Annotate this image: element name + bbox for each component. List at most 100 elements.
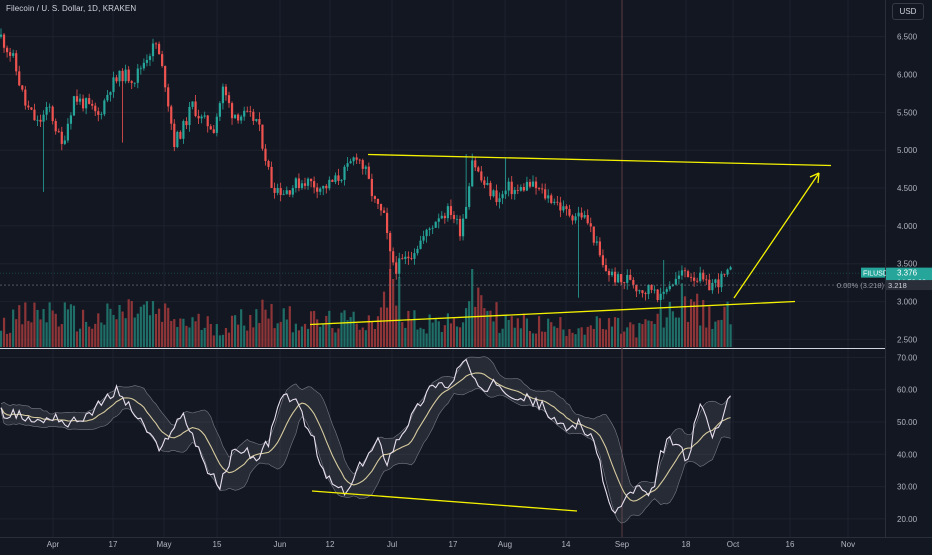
candle-body [468,186,471,207]
volume-bar [322,324,325,347]
candle-body [404,256,407,260]
candle-body [401,258,404,260]
volume-bar [358,329,361,347]
volume-bar [212,335,215,347]
candle-body [382,210,386,213]
candle-body [613,271,617,283]
candle-body [264,148,267,161]
volume-bar [63,302,66,347]
candle-body [258,119,261,125]
volume-bar [218,335,221,347]
candle-body [60,131,63,144]
currency-button[interactable]: USD [892,3,924,20]
volume-bar [69,304,73,347]
candle-body [294,178,297,189]
candle-body [668,286,671,290]
candle-body [617,274,620,283]
volume-bar [118,304,121,347]
candle-body [161,54,164,66]
volume-bar [309,311,313,347]
volume-bar [613,317,617,347]
candle-body [252,111,255,121]
volume-bar [288,306,291,347]
candle-body [255,119,258,121]
volume-bar [12,309,15,347]
volume-bar [127,299,130,347]
volume-bar [297,330,301,347]
volume-bar [188,327,191,347]
volume-bar [103,324,106,347]
symbol-price-tag [861,267,885,278]
candle-body [395,262,398,274]
volume-bar [693,301,696,347]
candle-body [705,279,708,281]
candle-body [352,157,355,162]
candle-body [525,181,529,191]
candle-body [556,201,559,203]
candle-body [194,101,197,116]
candle-body [686,271,690,278]
candle-body [683,270,687,272]
volume-bar [130,300,133,347]
volume-bar [60,324,63,347]
volume-bar [504,315,507,347]
volume-bar [279,321,282,347]
candle-body [580,212,583,218]
candle-body [173,123,176,148]
volume-bar [489,310,492,347]
candle-body [349,161,352,164]
volume-bar [340,312,343,347]
volume-bar [458,327,462,347]
candle-body [130,81,133,83]
candle-body [124,69,127,82]
candle-body [233,114,237,119]
volume-bar [522,313,525,347]
candle-body [191,101,194,107]
candle-body [361,160,364,169]
candle-body [428,228,431,230]
candle-body [659,293,662,301]
volume-bar [644,319,647,347]
volume-bar [626,327,629,347]
volume-bar [203,327,206,347]
volume-bar [313,310,316,347]
volume-bar [632,324,635,347]
volume-bar [565,335,568,347]
candle-body [337,175,340,181]
candle-body [501,194,504,199]
candle-body [638,290,641,292]
volume-bar [559,317,562,347]
candle-body [534,181,538,189]
volume-bar [455,326,459,347]
candle-body [717,279,720,288]
candle-body [519,187,522,191]
candle-body [720,273,723,288]
volume-bar [346,320,349,347]
candle-body [103,100,106,115]
candle-body [434,221,437,228]
candle-body [641,290,644,294]
candle-body [185,121,188,126]
volume-bar [185,325,188,347]
volume-bar [680,283,684,347]
volume-bar [483,308,486,347]
volume-bar [170,320,173,347]
volume-bar [647,320,650,347]
volume-bar [592,328,595,347]
candle-body [328,179,331,189]
volume-bar [276,323,279,347]
volume-bar [553,326,556,347]
candle-body [78,98,82,102]
volume-bar [94,323,97,347]
candle-body [647,284,650,295]
candle-body [689,277,693,278]
candle-body [522,187,525,191]
volume-bar [534,333,538,347]
volume-bar [434,318,437,347]
volume-bar [112,314,115,347]
candle-body [635,284,638,292]
candle-body [164,65,167,88]
volume-bar [173,319,176,347]
